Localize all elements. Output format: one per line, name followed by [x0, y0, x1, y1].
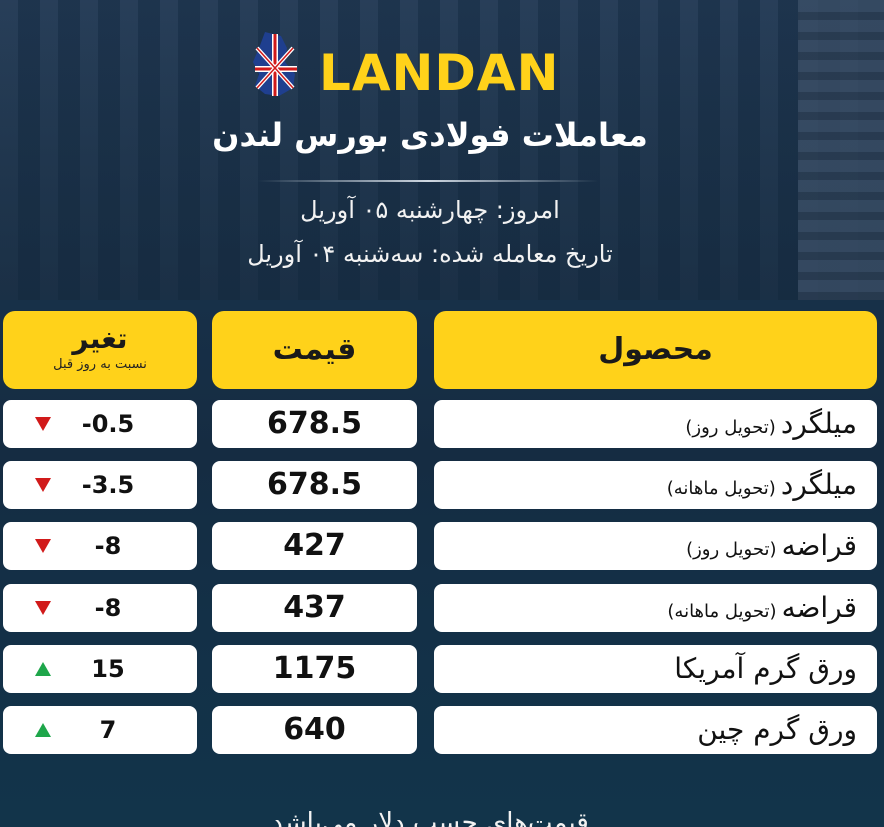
product-delivery: (تحویل روز): [685, 417, 776, 438]
table-row-change: -8: [3, 522, 197, 570]
change-value: 15: [91, 655, 125, 683]
footer-note: قیمت‌های حسب دلار می‌باشد: [271, 808, 589, 827]
change-value: -3.5: [81, 471, 135, 499]
arrow-down-icon: [35, 539, 51, 553]
table-row-change: -3.5: [3, 461, 197, 509]
table-row-product: قراضه (تحویل روز): [434, 522, 877, 570]
change-value: -0.5: [81, 410, 135, 438]
today-date: امروز: چهارشنبه ۰۵ آوریل: [300, 196, 560, 224]
product-name: ورق گرم آمریکا: [674, 652, 857, 685]
product-delivery: (تحویل ماهانه): [667, 601, 777, 622]
brand-name: LANDAN: [319, 43, 560, 102]
uk-flag-icon: [235, 26, 315, 106]
product-name: ورق گرم چین: [697, 713, 857, 746]
table-row-product: ورق گرم آمریکا: [434, 645, 877, 693]
background-clock-tower: [798, 0, 884, 300]
arrow-up-icon: [35, 662, 51, 676]
table-row-product: ورق گرم چین: [434, 706, 877, 754]
product-name: قراضه: [781, 529, 857, 562]
column-header-product: محصول: [434, 311, 877, 389]
table-row-price: 1175: [212, 645, 417, 693]
table-row-product: میلگرد (تحویل روز): [434, 400, 877, 448]
table-row-price: 678.5: [212, 400, 417, 448]
table-row-price: 437: [212, 584, 417, 632]
column-header-price: قیمت: [212, 311, 417, 389]
brand-logo: LANDAN: [235, 18, 565, 113]
table-row-price: 678.5: [212, 461, 417, 509]
product-delivery: (تحویل روز): [686, 539, 777, 560]
change-value: -8: [94, 594, 122, 622]
table-row-change: 7: [3, 706, 197, 754]
table-row-product: میلگرد (تحویل ماهانه): [434, 461, 877, 509]
arrow-down-icon: [35, 601, 51, 615]
table-row-change: 15: [3, 645, 197, 693]
change-value: -8: [94, 532, 122, 560]
product-name: میلگرد: [780, 407, 857, 440]
column-header-product-label: محصول: [598, 332, 713, 367]
table-row-price: 427: [212, 522, 417, 570]
table-row-change: -8: [3, 584, 197, 632]
trade-date: تاریخ معامله شده: سه‌شنبه ۰۴ آوریل: [247, 240, 613, 268]
product-name: میلگرد: [780, 468, 857, 501]
product-delivery: (تحویل ماهانه): [666, 478, 776, 499]
product-name: قراضه: [781, 591, 857, 624]
table-row-price: 640: [212, 706, 417, 754]
title-divider: [258, 180, 598, 182]
table-row-change: -0.5: [3, 400, 197, 448]
change-value: 7: [99, 716, 117, 744]
column-header-change: تغیر نسبت به روز قبل: [3, 311, 197, 389]
table-row-product: قراضه (تحویل ماهانه): [434, 584, 877, 632]
background-city-image: [0, 0, 884, 300]
column-header-change-label: تغیر: [72, 322, 128, 355]
column-header-price-label: قیمت: [272, 332, 357, 367]
arrow-down-icon: [35, 478, 51, 492]
arrow-up-icon: [35, 723, 51, 737]
page-title: معاملات فولادی بورس لندن: [212, 116, 648, 154]
arrow-down-icon: [35, 417, 51, 431]
column-header-change-sublabel: نسبت به روز قبل: [53, 357, 147, 372]
